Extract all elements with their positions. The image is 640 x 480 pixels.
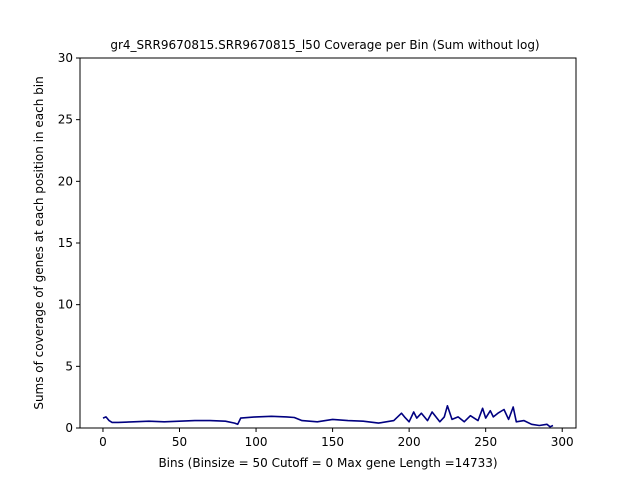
y-axis-ticks: 0 5 10 15 20 25 30: [58, 51, 80, 435]
x-tick-label: 300: [551, 435, 574, 449]
x-axis-label: Bins (Binsize = 50 Cutoff = 0 Max gene L…: [158, 456, 497, 470]
chart-title: gr4_SRR9670815.SRR9670815_l50 Coverage p…: [110, 38, 539, 52]
y-tick-label: 10: [58, 298, 73, 312]
x-tick-label: 50: [172, 435, 187, 449]
y-tick-label: 20: [58, 174, 73, 188]
y-tick-label: 15: [58, 236, 73, 250]
x-tick-label: 100: [245, 435, 268, 449]
y-tick-label: 0: [65, 421, 73, 435]
series-line-0: [102, 404, 554, 428]
y-tick-label: 30: [58, 51, 73, 65]
axes-frame: [79, 57, 577, 429]
y-tick-label: 25: [58, 113, 73, 127]
x-axis-ticks: 0 50 100 150 200 250 300: [99, 428, 574, 449]
y-tick-label: 5: [65, 359, 73, 373]
x-tick-label: 200: [398, 435, 421, 449]
x-tick-label: 250: [474, 435, 497, 449]
x-tick-label: 0: [99, 435, 107, 449]
y-axis-label: Sums of coverage of genes at each positi…: [32, 76, 46, 409]
plot-area: [102, 404, 554, 428]
x-tick-label: 150: [321, 435, 344, 449]
